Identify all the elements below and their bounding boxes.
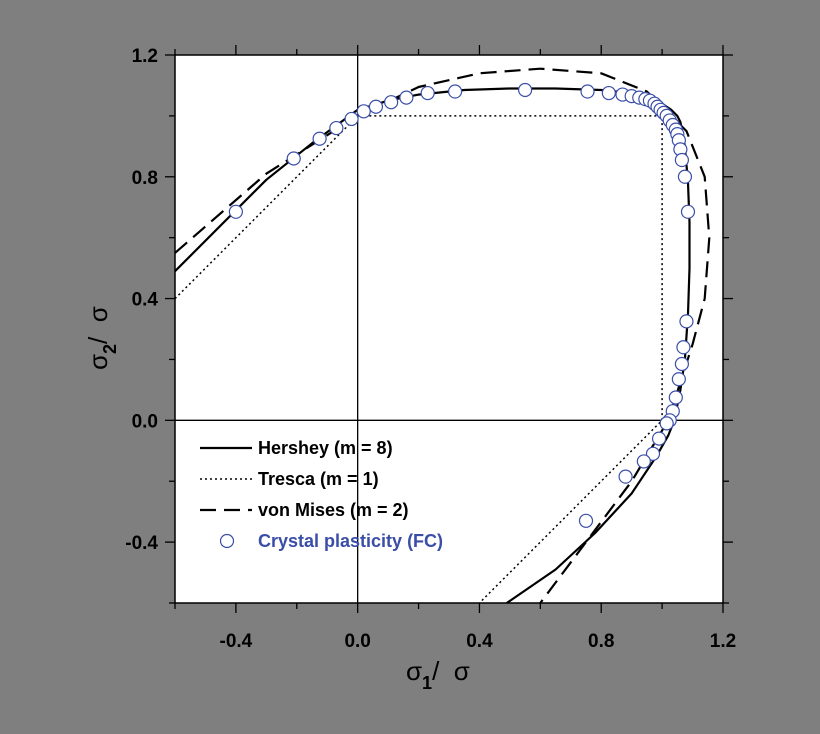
data-point bbox=[618, 469, 633, 484]
zero-lines bbox=[175, 55, 723, 603]
data-point bbox=[636, 454, 651, 469]
y-tick-label: -0.4 bbox=[125, 533, 158, 554]
data-point bbox=[645, 446, 661, 461]
x-tick-label: 1.2 bbox=[710, 631, 736, 652]
x-axis-title-subscript: 1 bbox=[422, 673, 432, 693]
data-point bbox=[518, 82, 533, 98]
legend-label: Tresca (m = 1) bbox=[258, 469, 379, 489]
data-point bbox=[674, 356, 690, 372]
data-point bbox=[676, 340, 691, 355]
data-point bbox=[356, 104, 371, 119]
y-tick-label: 1.2 bbox=[132, 46, 158, 67]
series-line-2 bbox=[175, 67, 711, 603]
data-point bbox=[312, 131, 327, 146]
y-axis-title: σ2/ σ bbox=[83, 306, 120, 370]
data-point bbox=[679, 314, 694, 329]
series-line-0 bbox=[175, 87, 691, 603]
data-point bbox=[601, 85, 616, 101]
x-axis-title-rest: / σ bbox=[432, 656, 470, 686]
data-point bbox=[447, 84, 463, 99]
data-point bbox=[677, 169, 693, 184]
data-point bbox=[344, 111, 359, 127]
data-point bbox=[674, 152, 690, 168]
data-point bbox=[659, 416, 674, 431]
data-point bbox=[671, 372, 686, 387]
data-point bbox=[228, 204, 243, 219]
x-tick-label: -0.4 bbox=[220, 631, 253, 652]
series-layer bbox=[175, 67, 711, 603]
y-tick-label: 0.4 bbox=[132, 290, 159, 311]
plot-area bbox=[175, 55, 723, 603]
data-point bbox=[578, 513, 594, 528]
data-point bbox=[286, 151, 301, 166]
data-point bbox=[580, 84, 595, 99]
x-tick-label: 0.4 bbox=[466, 631, 493, 652]
legend-marker bbox=[219, 533, 235, 549]
y-tick-label: 0.0 bbox=[132, 411, 158, 432]
x-tick-label: 0.0 bbox=[344, 631, 370, 652]
y-axis-title-symbol: σ bbox=[83, 354, 113, 370]
data-point bbox=[368, 99, 384, 114]
data-point bbox=[668, 390, 683, 405]
y-axis-title-subscript: 2 bbox=[100, 344, 120, 354]
data-point bbox=[399, 90, 414, 105]
data-point bbox=[651, 431, 667, 446]
data-point bbox=[384, 95, 399, 110]
data-point bbox=[420, 85, 435, 101]
legend-label: von Mises (m = 2) bbox=[258, 500, 409, 520]
y-tick-label: 0.8 bbox=[132, 168, 158, 189]
x-axis-title: σ1/ σ bbox=[406, 656, 470, 693]
y-axis-title-rest: / σ bbox=[83, 306, 113, 344]
legend-label: Crystal plasticity (FC) bbox=[258, 531, 443, 551]
data-point bbox=[329, 120, 344, 136]
legend: Hershey (m = 8) Tresca (m = 1) von Mises (… bbox=[200, 438, 443, 551]
plot-frame bbox=[174, 54, 724, 604]
x-axis-title-symbol: σ bbox=[406, 656, 422, 686]
data-point bbox=[680, 204, 696, 219]
ticks: -0.4 0.0 0.4 0.8 1.2 -0.4 0.0 0.4 0.8 1.2 bbox=[125, 45, 736, 652]
x-tick-label: 0.8 bbox=[588, 631, 614, 652]
legend-label: Hershey (m = 8) bbox=[258, 438, 393, 458]
